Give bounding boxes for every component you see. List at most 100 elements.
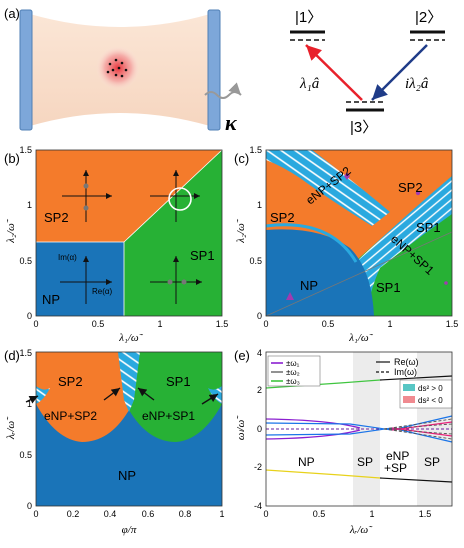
- inset-im-label: Im(α): [58, 253, 77, 262]
- curve-green-top: [265, 379, 381, 389]
- axes-frame: [35, 351, 223, 507]
- y-ticks: 0 0.5 1 1.5: [19, 145, 32, 321]
- x-tick: 0.2: [67, 509, 80, 519]
- phase-label-sp-a: SP: [357, 455, 373, 469]
- curve-pink: [391, 421, 453, 437]
- inset-axes: [60, 170, 202, 304]
- coupling-right-label: iλ₂â: [405, 76, 428, 92]
- region-label-np: NP: [42, 292, 60, 307]
- x-tick: 1.5: [446, 319, 459, 329]
- level-3: |3〉: [350, 119, 377, 136]
- x-tick: 0: [263, 509, 268, 519]
- level-1: |1〉: [295, 9, 322, 26]
- critical-point-marker: [168, 187, 192, 211]
- region-label-sp1: SP1: [166, 374, 191, 389]
- y-tick: 1: [27, 399, 32, 409]
- x-tick: 1.5: [419, 509, 432, 519]
- level-2: |2〉: [415, 9, 442, 26]
- legend-omega2: ±ω₂: [286, 368, 300, 377]
- region-label-sp2: SP2: [58, 374, 83, 389]
- y-tick: 0.5: [19, 450, 32, 460]
- region-label-sp2-mid: SP2: [270, 210, 295, 225]
- loss-arrow: [204, 82, 242, 99]
- inset-points: [83, 183, 187, 285]
- arrow-enp-sp1: [201, 393, 219, 405]
- y-ticks: 0 0.5 1 1.5: [249, 145, 262, 321]
- panel-b-label: (b): [4, 151, 20, 166]
- legend-re-im: Re(ω) Im(ω): [376, 357, 419, 377]
- region-label-sp1-right: SP1: [416, 220, 441, 235]
- legend-ds2-positive: ds² > 0: [418, 384, 443, 393]
- x-tick: 0.5: [92, 319, 105, 329]
- region-sp2-mid-divider: [265, 223, 358, 263]
- marker-points: [286, 172, 448, 300]
- legend-ds2-negative: ds² < 0: [418, 396, 443, 405]
- x-tick: 0: [33, 509, 38, 519]
- panel-c: (c) SP2 SP2 SP1 SP1 NP eNP+SP2 eNP+SP1 0…: [234, 145, 458, 344]
- region-sp1: [124, 150, 222, 316]
- legend-ds2: ds² > 0 ds² < 0: [399, 379, 453, 409]
- x-tick: 0: [33, 319, 38, 329]
- left-mirror: [19, 9, 33, 131]
- y-axis-label: λ₂/ω̃: [235, 218, 247, 243]
- arrow-enp-sp2-center: [103, 387, 121, 401]
- curve-yellow-bottom: [265, 469, 381, 479]
- y-tick: 1.5: [19, 145, 32, 155]
- arrow-enp-sp1-center: [137, 387, 155, 401]
- diagonal-cut: [265, 231, 453, 317]
- region-label-sp1: SP1: [190, 248, 215, 263]
- curve-purple-lower: [265, 429, 361, 440]
- x-tick: 1: [157, 319, 162, 329]
- curve-blue-upper: [265, 415, 453, 431]
- x-ticks: 0 0.5 1 1.5: [33, 319, 228, 329]
- x-tick: 1: [387, 319, 392, 329]
- region-label-enp-sp1: eNP+SP1: [142, 409, 195, 423]
- phase-label-enp-sp: +SP: [384, 461, 407, 475]
- y-tick: 2: [257, 385, 262, 395]
- x-axis-label: λᵣ/ω̃: [349, 524, 373, 536]
- legend-omega1: ±ω₁: [286, 359, 300, 368]
- x-tick: 0.6: [142, 509, 155, 519]
- y-tick: 0: [27, 311, 32, 321]
- x-tick: 1: [369, 509, 374, 519]
- x-ticks: 0 0.5 1 1.5: [263, 319, 458, 329]
- region-label-np: NP: [300, 278, 318, 293]
- x-axis-label: λ₁/ω̃: [348, 332, 373, 344]
- legend-omega3: ±ω₃: [286, 377, 300, 386]
- region-enp-sp1: [346, 176, 452, 316]
- y-tick: 0: [27, 501, 32, 511]
- panel-a: (a) κ |1〉 |2〉 |3〉 λ₁â iλ₂â: [4, 6, 445, 136]
- axes-frame: [35, 149, 223, 317]
- y-tick: 0: [257, 424, 262, 434]
- x-tick: 0.5: [313, 509, 326, 519]
- legend-re: Re(ω): [394, 357, 419, 367]
- y-tick: -4: [254, 501, 262, 511]
- curve-purple-upper: [265, 418, 361, 429]
- y-ticks: 0 0.5 1 1.5: [19, 348, 32, 511]
- region-label-enp-sp2: eNP+SP2: [44, 409, 97, 423]
- curve-black-top: [379, 375, 453, 381]
- panel-e: (e) ±ω₁ ±ω₂ ±ω₃ Re(ω) Im(ω): [234, 348, 453, 536]
- y-tick: 0.5: [249, 256, 262, 266]
- panel-e-label: (e): [234, 348, 250, 363]
- x-ticks: 0 0.5 1 1.5: [263, 509, 431, 519]
- y-tick: 4: [257, 348, 262, 358]
- region-enp-sp2: [266, 150, 390, 226]
- loss-symbol: κ: [225, 110, 238, 135]
- curve-blue-lower: [265, 427, 453, 443]
- region-enp-center: [118, 352, 140, 412]
- region-label-np: NP: [118, 468, 136, 483]
- region-sp2: [36, 352, 129, 442]
- x-tick: 0.4: [104, 509, 117, 519]
- legend-frequencies: ±ω₁ ±ω₂ ±ω₃: [267, 355, 321, 387]
- coupling-arrow-right: [371, 44, 428, 101]
- panel-c-label: (c): [234, 151, 249, 166]
- x-axis-label: λ₁/ω̃: [118, 332, 143, 344]
- y-tick: 0.5: [19, 256, 32, 266]
- y-tick: 1.5: [249, 145, 262, 155]
- y-axis-label: λᵣ/ω̃: [5, 416, 17, 440]
- phase-label-enp: eNP: [386, 449, 409, 463]
- y-tick: -2: [254, 462, 262, 472]
- phase-label-np: NP: [298, 455, 315, 469]
